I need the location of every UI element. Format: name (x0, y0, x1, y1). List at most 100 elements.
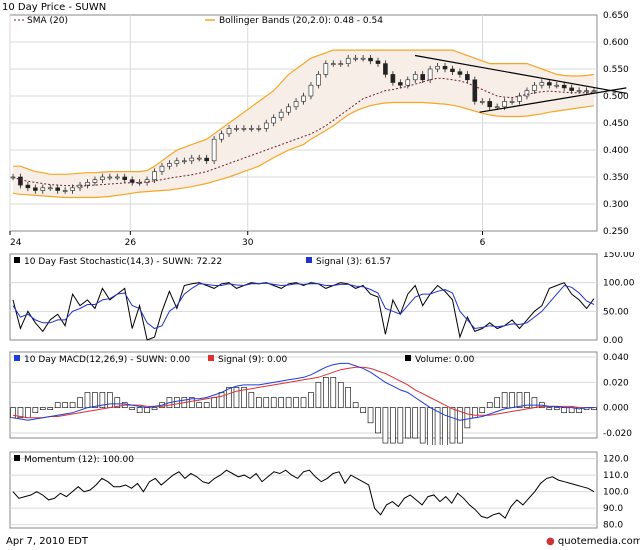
candle-body (107, 176, 113, 179)
candle-body (189, 157, 195, 162)
macd-histogram-bar (553, 407, 560, 410)
y-tick-label: 150.00 (603, 252, 635, 260)
candle-body (152, 171, 157, 181)
candle-body (204, 157, 209, 162)
macd-histogram-bar (434, 407, 441, 445)
macd-line (12, 362, 594, 421)
candle-body (129, 179, 135, 183)
macd-histogram-bar (352, 402, 359, 408)
x-tick-label: 26 (125, 238, 137, 248)
macd-histogram-bar (486, 402, 493, 408)
candle-body (85, 182, 90, 186)
candle-body (472, 79, 478, 102)
price-band-fill (13, 50, 594, 198)
y-tick-label: 0.020 (603, 378, 629, 388)
y-tick-label: 100.00 (603, 279, 635, 289)
y-tick-label: 0.550 (603, 65, 629, 75)
momentum-line (12, 469, 595, 519)
macd-signal-legend-label: Signal (9): 0.00 (218, 355, 287, 365)
candle-body (420, 74, 425, 81)
macd-histogram-bar (203, 402, 210, 408)
candle-body (144, 179, 150, 183)
candle-body (457, 71, 463, 75)
candle-body (316, 74, 321, 86)
candle-body (92, 179, 98, 183)
candle-body (70, 187, 75, 191)
candle-body (323, 63, 329, 75)
trendline (479, 87, 627, 113)
candle-body (412, 74, 418, 81)
price-chart: 0.650 0.600 0.550 0.500 0.450 0.400 0.350 0.300… (9, 11, 629, 248)
macd-histogram-bar (136, 407, 143, 414)
momentum-legend-swatch (14, 455, 20, 461)
candle-body (234, 128, 239, 130)
macd-histogram-bar (54, 402, 61, 408)
macd-histogram-bar (10, 407, 16, 419)
bollinger-legend-label: Bollinger Bands (20,2.0): 0.48 - 0.54 (219, 16, 383, 26)
stochastic-chart: 150.00 100.00 50.00 0.00 10 Day Fast Stocha… (9, 252, 635, 346)
y-tick-label: 80.0 (603, 521, 623, 531)
candle-body (271, 117, 277, 124)
y-tick-label: 0.400 (603, 146, 629, 156)
macd-histogram-bar (442, 407, 448, 445)
macd-histogram-bar (531, 397, 538, 408)
macd-histogram-bar (226, 387, 232, 408)
macd-histogram-bar (144, 407, 150, 414)
candle-body (286, 106, 291, 113)
macd-histogram-bar (330, 376, 337, 408)
macd-legend: 10 Day MACD(12,26,9) - SUWN: 0.00 Signal … (14, 355, 475, 365)
candle-body (576, 90, 582, 92)
candle-body (182, 160, 187, 163)
macd-chart: 0.040 0.020 0.000 -0.020 10 Day MACD(12,26,… (9, 351, 632, 445)
candle-body (532, 84, 537, 91)
macd-histogram-bar (367, 407, 374, 424)
macd-histogram-bar (397, 407, 404, 444)
trendline (414, 54, 627, 94)
candle-body (293, 101, 299, 108)
macd-histogram-bar (39, 407, 46, 410)
macd-histogram-bar (256, 397, 262, 408)
footer-brand[interactable]: ● quotemedia.com (546, 536, 640, 547)
macd-histogram-bar (285, 397, 292, 408)
y-tick-label: 0.00 (603, 336, 623, 346)
macd-histogram-bar (427, 407, 433, 445)
candle-body (427, 68, 433, 81)
macd-histogram-bar (62, 402, 68, 408)
y-tick-label: 0.300 (603, 200, 629, 210)
macd-legend-label: 10 Day MACD(12,26,9) - SUWN: 0.00 (24, 355, 190, 365)
candle-body (561, 84, 567, 89)
macd-histogram-bar (69, 402, 76, 408)
candle-body (308, 84, 314, 97)
macd-histogram-bar (293, 397, 299, 408)
candle-body (55, 187, 60, 191)
candle-body (256, 128, 262, 130)
candle-body (263, 122, 269, 129)
price-lines (12, 49, 627, 199)
macd-histogram-bar (337, 382, 344, 408)
candle-body (547, 82, 552, 86)
macd-signal-legend-swatch (208, 355, 214, 361)
candle-body (249, 128, 254, 130)
volume-legend-swatch (405, 355, 411, 361)
candle-body (226, 128, 232, 135)
y-tick-label: 110.0 (603, 471, 629, 481)
macd-histogram-bar (390, 407, 396, 444)
macd-histogram-bar (457, 407, 463, 444)
candle-body (18, 176, 23, 186)
volume-legend-label: Volume: 0.00 (415, 355, 475, 365)
candle-body (159, 165, 165, 172)
momentum-legend: Momentum (12): 100.00 (14, 455, 134, 465)
candle-body (375, 60, 381, 64)
macd-histogram-bar (501, 392, 508, 408)
momentum-legend-label: Momentum (12): 100.00 (24, 455, 134, 465)
momentum-chart: 120.0 110.0 100.0 90.0 80.0 Momentum (12): 1… (9, 451, 629, 531)
momentum-line (12, 469, 595, 519)
macd-histogram-bar (494, 397, 500, 408)
macd-histogram-bar (263, 397, 270, 408)
candle-body (390, 74, 396, 83)
macd-histogram-bar (479, 407, 486, 414)
momentum-grid (9, 451, 598, 529)
candle-body (405, 79, 411, 86)
y-tick-label: 0.040 (603, 353, 629, 363)
y-tick-label: 100.0 (603, 488, 629, 498)
